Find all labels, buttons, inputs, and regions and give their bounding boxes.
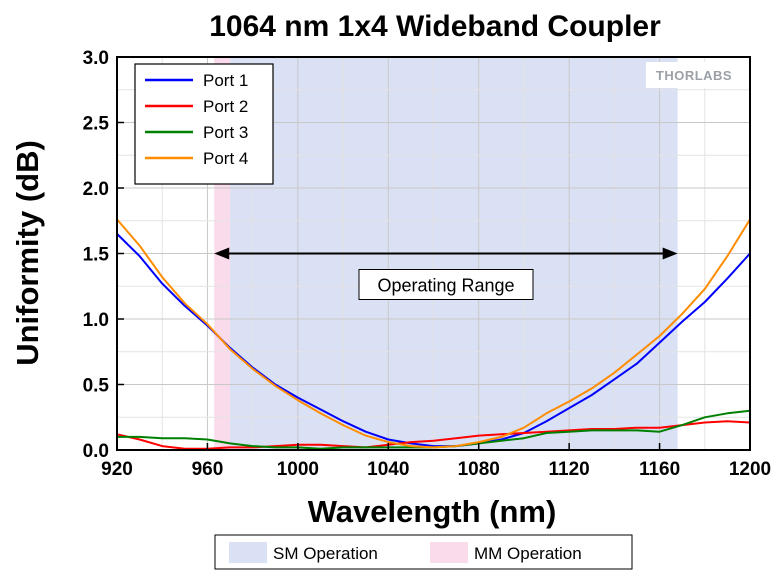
legend-label-port-1: Port 1 [203, 71, 248, 90]
chart-title: 1064 nm 1x4 Wideband Coupler [209, 10, 661, 43]
operating-range-annotation: Operating Range [214, 247, 678, 300]
x-tick-label: 960 [192, 459, 224, 480]
y-tick-label: 2.5 [83, 114, 110, 135]
ticks-layer: 920 960 1000 1040 1080 1120 1160 1200 0.0 0.5 1.0 1… [83, 48, 772, 480]
x-tick-label: 1080 [458, 459, 500, 480]
arrow-left-head [214, 247, 230, 260]
logo-background [646, 62, 742, 88]
region-legend-label-mm-operation: MM Operation [474, 544, 582, 563]
legend: Port 1 Port 2 Port 3 Port 4 [134, 63, 274, 185]
region-legend-swatch-mm-operation [430, 542, 468, 563]
x-tick-label: 1160 [639, 459, 680, 480]
legend-box [134, 63, 274, 185]
y-tick-label: 3.0 [83, 48, 109, 69]
x-axis-label: Wavelength (nm) [308, 494, 557, 529]
y-tick-label: 1.5 [83, 245, 110, 266]
x-tick-label: 1040 [367, 459, 409, 480]
legend-label-port-4: Port 4 [203, 149, 248, 168]
logo-text: THORLABS [656, 68, 732, 83]
y-axis-label: Uniformity (dB) [10, 140, 45, 366]
legend-label-port-3: Port 3 [203, 123, 248, 142]
x-tick-label: 1000 [277, 459, 319, 480]
series-line-port-2 [116, 420, 751, 450]
y-tick-label: 2.0 [83, 179, 109, 200]
legend-label-port-2: Port 2 [203, 97, 248, 116]
annotation-box [358, 269, 534, 300]
region-legend: SM Operation MM Operation [214, 534, 633, 570]
y-tick-label: 1.0 [83, 310, 109, 331]
thorlabs-logo: THORLABS [646, 62, 742, 88]
x-tick-label: 1200 [729, 459, 771, 480]
region-legend-box [214, 534, 633, 570]
series-layer [116, 218, 751, 450]
arrow-right-head [662, 247, 678, 260]
y-tick-label: 0.5 [83, 376, 110, 397]
x-tick-label: 920 [101, 459, 133, 480]
region-legend-label-sm-operation: SM Operation [273, 544, 378, 563]
annotation-label: Operating Range [377, 276, 514, 296]
x-tick-label: 1120 [549, 459, 590, 480]
region-legend-swatch-sm-operation [229, 542, 267, 563]
y-tick-label: 0.0 [83, 441, 109, 462]
series-line-port-4 [116, 218, 751, 449]
